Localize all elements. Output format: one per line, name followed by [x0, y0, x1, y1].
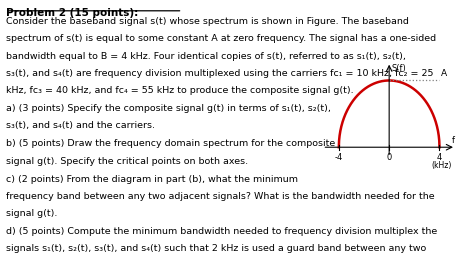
Text: a) (3 points) Specify the composite signal g(t) in terms of s₁(t), s₂(t),: a) (3 points) Specify the composite sign… [6, 104, 330, 113]
Text: Consider the baseband signal s(t) whose spectrum is shown in Figure. The baseban: Consider the baseband signal s(t) whose … [6, 17, 409, 26]
Text: s₃(t), and s₄(t) and the carriers.: s₃(t), and s₄(t) and the carriers. [6, 121, 155, 130]
Text: b) (5 points) Draw the frequency domain spectrum for the composite: b) (5 points) Draw the frequency domain … [6, 139, 335, 148]
Text: (kHz): (kHz) [432, 161, 452, 170]
Text: A: A [441, 69, 447, 78]
Text: signal g(t). Specify the critical points on both axes.: signal g(t). Specify the critical points… [6, 157, 248, 166]
Text: frequency band between any two adjacent signals? What is the bandwidth needed fo: frequency band between any two adjacent … [6, 192, 434, 201]
Text: 0: 0 [386, 153, 392, 162]
Text: kHz, fᴄ₃ = 40 kHz, and fᴄ₄ = 55 kHz to produce the composite signal g(t).: kHz, fᴄ₃ = 40 kHz, and fᴄ₄ = 55 kHz to p… [6, 86, 353, 95]
Text: s₃(t), and s₄(t) are frequency division multiplexed using the carriers fᴄ₁ = 10 : s₃(t), and s₄(t) are frequency division … [6, 69, 433, 78]
Text: c) (2 points) From the diagram in part (b), what the minimum: c) (2 points) From the diagram in part (… [6, 175, 298, 183]
Text: signals s₁(t), s₂(t), s₃(t), and s₄(t) such that 2 kHz is used a guard band betw: signals s₁(t), s₂(t), s₃(t), and s₄(t) s… [6, 244, 426, 253]
Text: d) (5 points) Compute the minimum bandwidth needed to frequency division multipl: d) (5 points) Compute the minimum bandwi… [6, 227, 437, 236]
Text: 4: 4 [437, 153, 442, 162]
Text: signal g(t).: signal g(t). [6, 209, 57, 218]
Text: -4: -4 [335, 153, 343, 162]
Text: bandwidth equal to B = 4 kHz. Four identical copies of s(t), referred to as s₁(t: bandwidth equal to B = 4 kHz. Four ident… [6, 52, 406, 61]
Text: spectrum of s(t) is equal to some constant A at zero frequency. The signal has a: spectrum of s(t) is equal to some consta… [6, 34, 436, 43]
Text: S(f): S(f) [391, 64, 406, 73]
Text: f: f [452, 135, 455, 144]
Text: Problem 2 (15 points):: Problem 2 (15 points): [6, 8, 138, 18]
